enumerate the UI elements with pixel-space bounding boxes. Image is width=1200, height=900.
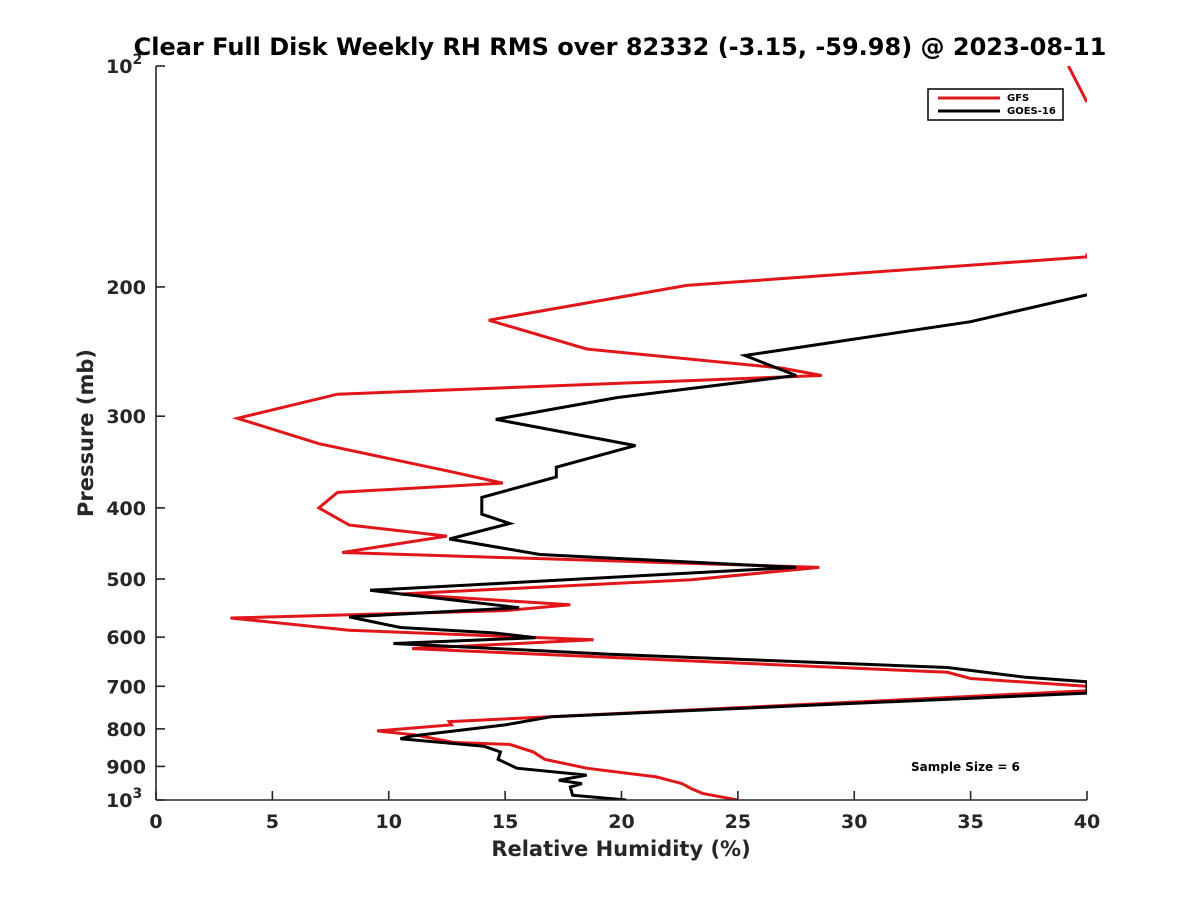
- y-axis-label: Pressure (mb): [74, 349, 98, 517]
- x-tick-label: 15: [492, 811, 518, 833]
- axis-ticks: 0 5 10 15 20 25 30 35 40 102 200 300 400 500 600 700 800…: [106, 52, 1100, 833]
- legend-label-gfs: GFS: [1007, 93, 1029, 104]
- x-tick-label: 0: [149, 811, 162, 833]
- series-line-gfs: [230, 253, 1087, 800]
- sample-size-annotation: Sample Size = 6: [911, 760, 1020, 774]
- y-tick-label: 600: [106, 627, 146, 649]
- y-tick-label: 300: [106, 406, 146, 428]
- y-tick-label: 900: [106, 756, 146, 778]
- y-tick-label: 800: [106, 719, 146, 741]
- legend-label-goes16: GOES-16: [1007, 106, 1056, 117]
- x-tick-label: 25: [725, 811, 751, 833]
- x-tick-label: 40: [1074, 811, 1100, 833]
- y-tick-label: 200: [106, 277, 146, 299]
- x-axis-label: Relative Humidity (%): [491, 837, 750, 861]
- y-tick-label: 700: [106, 676, 146, 698]
- y-tick-label: 500: [106, 569, 146, 591]
- y-tick-label: 103: [106, 786, 142, 812]
- x-tick-label: 30: [841, 811, 867, 833]
- legend-box: [927, 88, 1064, 121]
- x-tick-label: 5: [266, 811, 279, 833]
- chart-title: Clear Full Disk Weekly RH RMS over 82332…: [134, 33, 1107, 61]
- series-line-segment-2: [1067, 66, 1087, 103]
- x-tick-label: 35: [957, 811, 983, 833]
- series-lines: [230, 66, 1087, 800]
- x-tick-label: 10: [376, 811, 402, 833]
- series-line-goes-16: [348, 293, 1087, 800]
- plot-area: 0 5 10 15 20 25 30 35 40 102 200 300 400 500 600 700 800…: [106, 52, 1100, 833]
- y-tick-label: 102: [106, 52, 142, 78]
- x-tick-label: 20: [608, 811, 634, 833]
- y-tick-label: 400: [106, 498, 146, 520]
- legend: GFS GOES-16: [927, 88, 1064, 121]
